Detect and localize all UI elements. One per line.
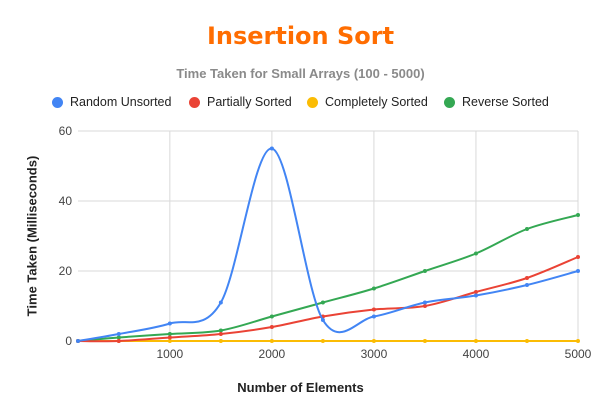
- data-point-reverse-sorted[interactable]: [524, 227, 529, 231]
- data-point-completely-sorted[interactable]: [167, 339, 172, 343]
- data-point-reverse-sorted[interactable]: [320, 300, 325, 305]
- data-point-reverse-sorted[interactable]: [269, 314, 274, 319]
- data-point-random-unsorted[interactable]: [269, 146, 274, 151]
- legend: Random Unsorted Partially Sorted Complet…: [0, 95, 601, 113]
- data-point-completely-sorted[interactable]: [218, 339, 223, 343]
- data-point-completely-sorted[interactable]: [320, 339, 325, 343]
- legend-item-reverse-sorted[interactable]: Reverse Sorted: [444, 95, 549, 109]
- data-point-random-unsorted[interactable]: [167, 321, 172, 326]
- legend-swatch: [52, 96, 63, 108]
- data-point-partially-sorted[interactable]: [576, 255, 580, 259]
- data-point-completely-sorted[interactable]: [576, 339, 580, 343]
- data-point-partially-sorted[interactable]: [167, 335, 172, 340]
- series-line-random-unsorted: [77, 147, 579, 342]
- y-tick-label: 20: [59, 264, 73, 278]
- gridlines: [78, 130, 579, 342]
- data-point-random-unsorted[interactable]: [371, 314, 376, 319]
- data-point-random-unsorted[interactable]: [116, 332, 121, 336]
- series-lines: [76, 146, 580, 343]
- data-point-reverse-sorted[interactable]: [167, 332, 172, 336]
- data-point-reverse-sorted[interactable]: [218, 328, 223, 333]
- data-point-partially-sorted[interactable]: [473, 290, 478, 294]
- data-point-reverse-sorted[interactable]: [576, 213, 580, 217]
- data-point-random-unsorted[interactable]: [76, 339, 80, 343]
- data-point-partially-sorted[interactable]: [269, 325, 274, 329]
- series-line-reverse-sorted: [77, 214, 579, 342]
- legend-item-completely-sorted[interactable]: Completely Sorted: [307, 95, 428, 109]
- y-axis-title-wrap: Time Taken (Milliseconds): [22, 130, 42, 342]
- chart-title: Insertion Sort: [206, 22, 395, 50]
- series-random-unsorted: [76, 146, 580, 343]
- data-point-random-unsorted[interactable]: [576, 269, 580, 273]
- x-tick-label: 3000: [361, 347, 388, 361]
- x-tick-label: 2000: [259, 347, 286, 361]
- data-point-reverse-sorted[interactable]: [473, 251, 478, 256]
- tick-labels: 0 20 40 60 1000 2000 3000 4000 5000: [59, 124, 592, 361]
- series-partially-sorted: [76, 255, 580, 343]
- data-point-completely-sorted[interactable]: [422, 339, 427, 343]
- data-point-partially-sorted[interactable]: [524, 276, 529, 280]
- data-point-partially-sorted[interactable]: [116, 339, 121, 343]
- legend-label: Reverse Sorted: [462, 95, 549, 109]
- data-point-reverse-sorted[interactable]: [116, 335, 121, 340]
- data-point-partially-sorted[interactable]: [422, 304, 427, 308]
- y-tick-label: 0: [65, 334, 72, 348]
- y-tick-label: 60: [59, 124, 73, 138]
- legend-item-random-unsorted[interactable]: Random Unsorted: [52, 95, 171, 109]
- data-point-random-unsorted[interactable]: [524, 283, 529, 287]
- chart-subtitle: Time Taken for Small Arrays (100 - 5000): [176, 66, 425, 81]
- y-axis-title: Time Taken (Milliseconds): [24, 155, 40, 317]
- legend-swatch: [444, 96, 455, 108]
- data-point-random-unsorted[interactable]: [218, 300, 223, 305]
- legend-label: Partially Sorted: [207, 95, 292, 109]
- x-axis-title: Number of Elements: [237, 380, 364, 395]
- data-point-partially-sorted[interactable]: [218, 332, 223, 336]
- data-point-random-unsorted[interactable]: [320, 318, 325, 322]
- legend-swatch: [307, 96, 318, 108]
- data-point-partially-sorted[interactable]: [371, 307, 376, 312]
- data-point-completely-sorted[interactable]: [473, 339, 478, 343]
- legend-item-partially-sorted[interactable]: Partially Sorted: [189, 95, 292, 109]
- data-point-reverse-sorted[interactable]: [422, 269, 427, 273]
- data-point-reverse-sorted[interactable]: [371, 286, 376, 291]
- legend-label: Completely Sorted: [325, 95, 428, 109]
- data-point-completely-sorted[interactable]: [371, 339, 376, 343]
- x-tick-label: 5000: [565, 347, 592, 361]
- data-point-completely-sorted[interactable]: [269, 339, 274, 343]
- legend-swatch: [189, 96, 200, 108]
- x-tick-label: 4000: [463, 347, 490, 361]
- legend-label: Random Unsorted: [70, 95, 172, 109]
- data-point-random-unsorted[interactable]: [473, 293, 478, 298]
- y-tick-label: 40: [59, 194, 73, 208]
- data-point-random-unsorted[interactable]: [422, 300, 427, 305]
- data-point-completely-sorted[interactable]: [524, 339, 529, 343]
- series-reverse-sorted: [76, 213, 580, 343]
- x-tick-label: 1000: [156, 347, 183, 361]
